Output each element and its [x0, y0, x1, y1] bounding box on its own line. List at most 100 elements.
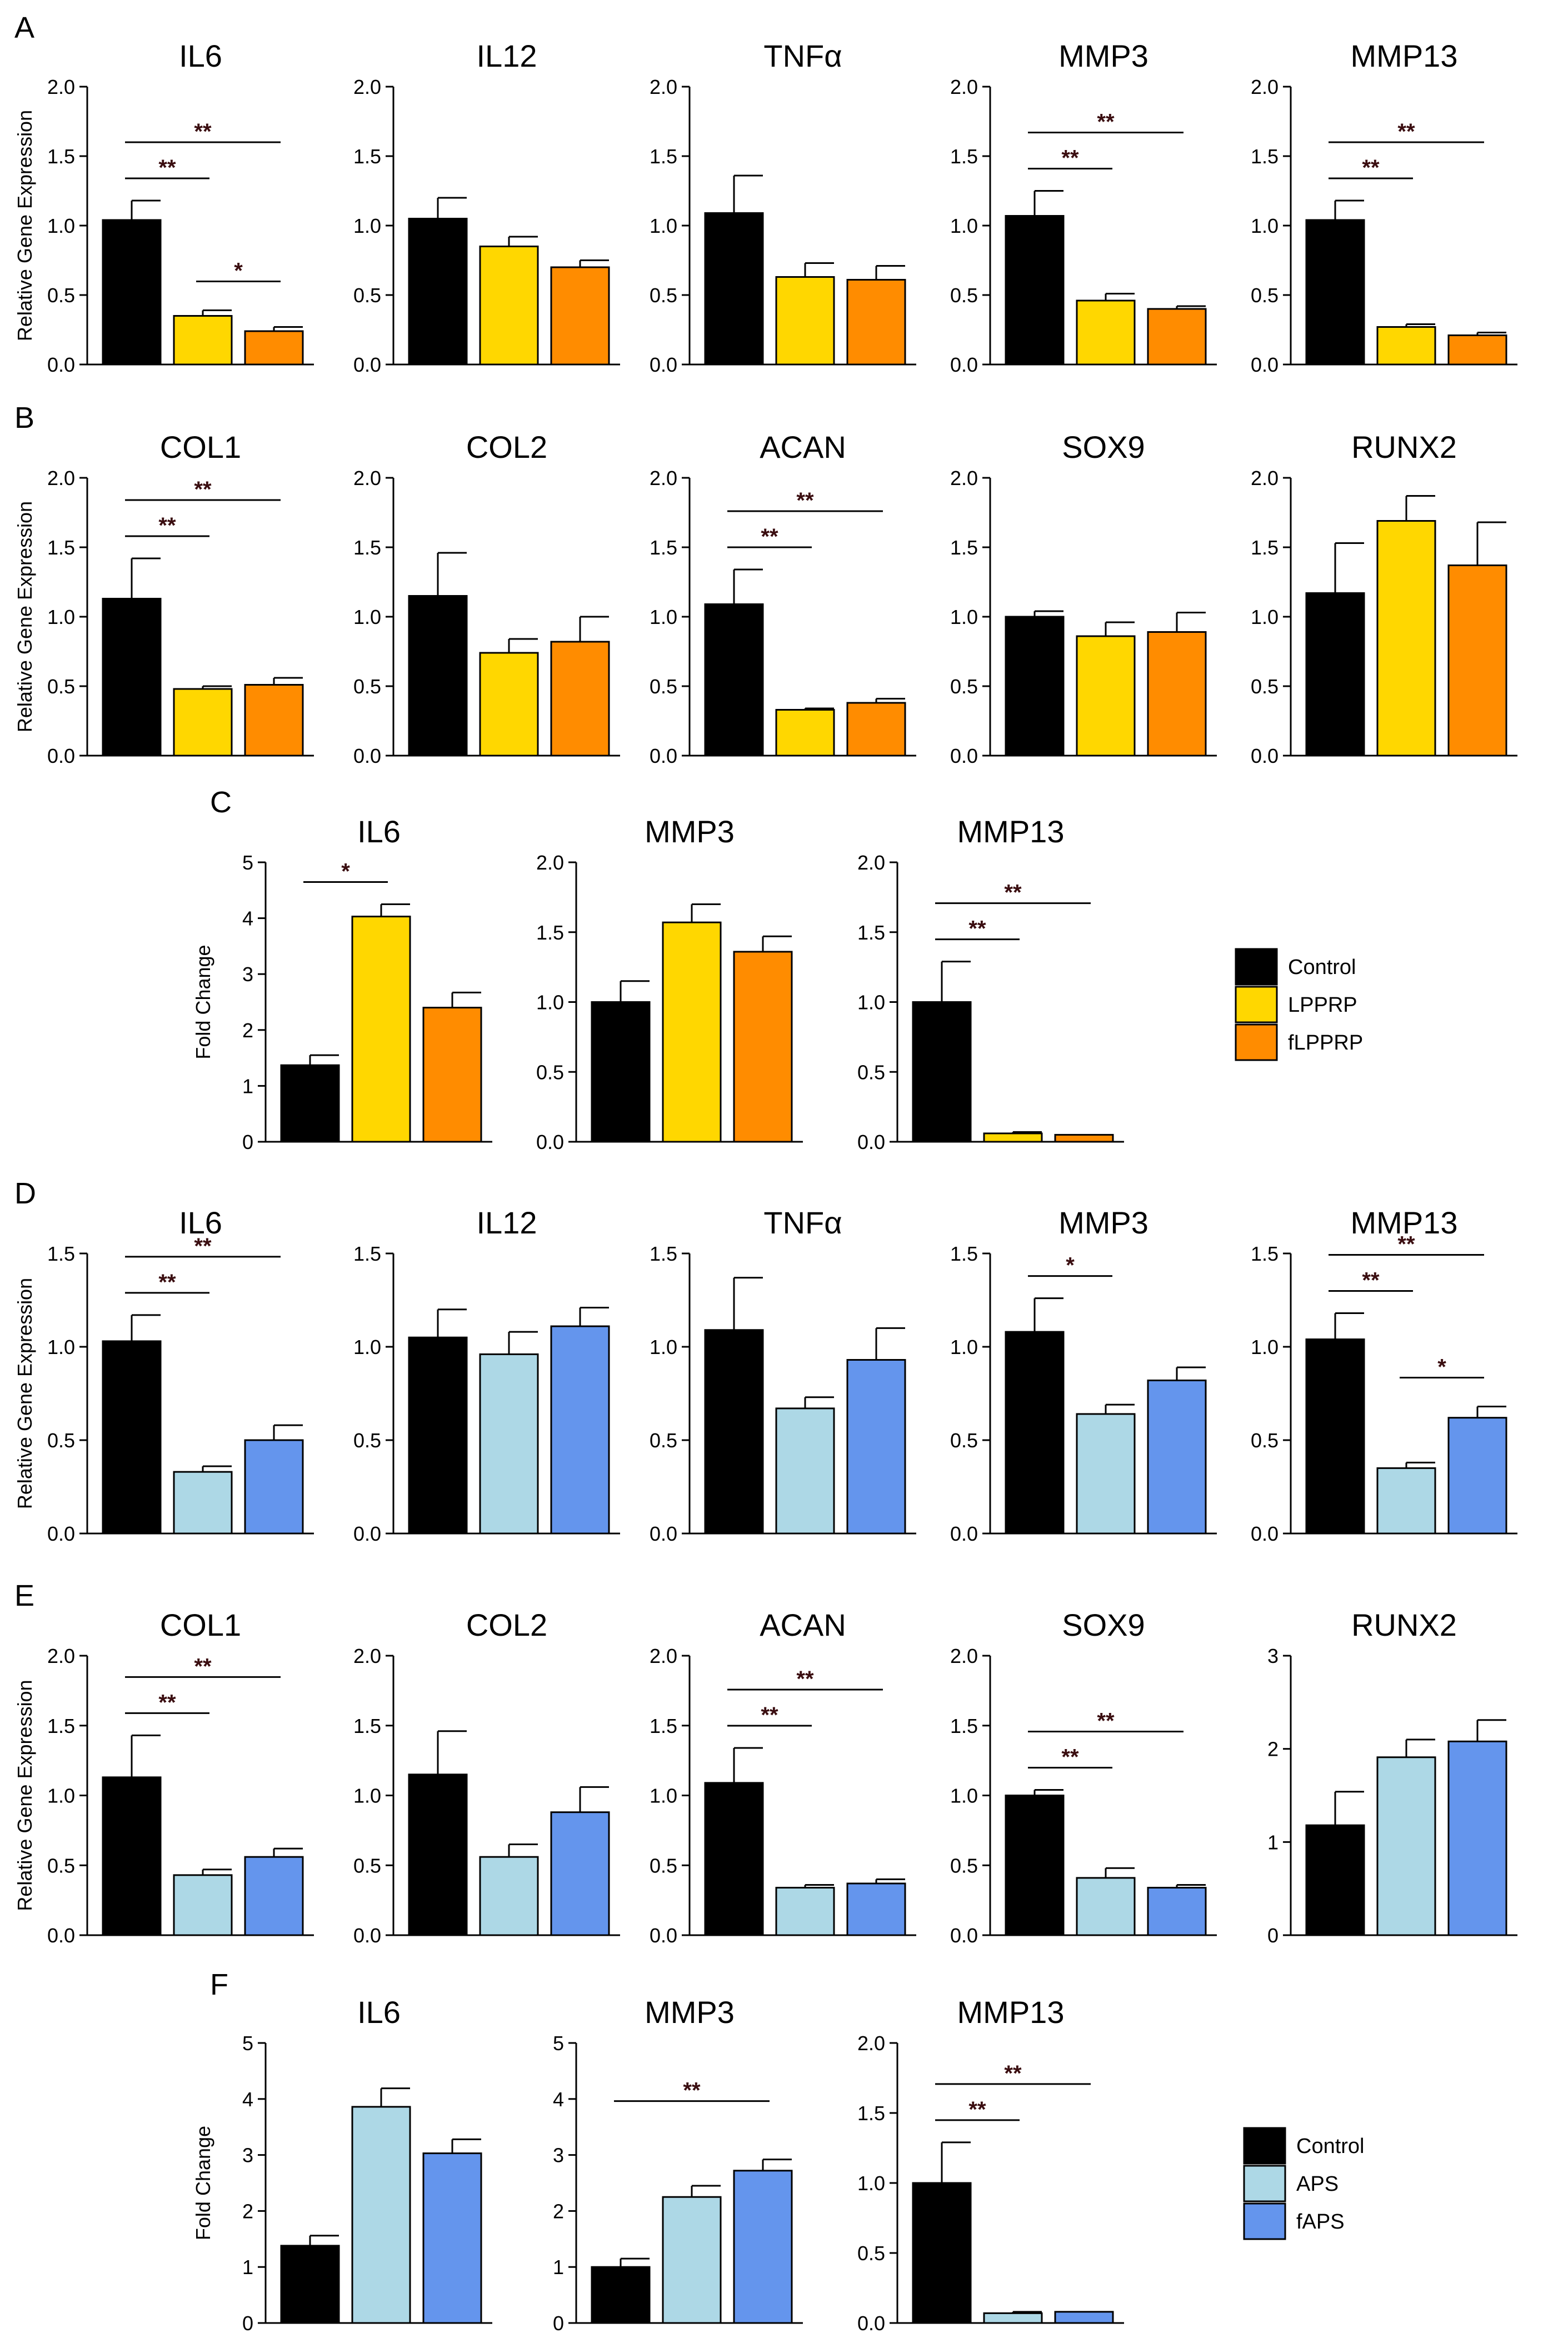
y-tick-label: 1.0	[1251, 214, 1279, 237]
y-tick-label: 0.5	[950, 675, 978, 698]
bar-control	[1005, 1795, 1065, 1936]
legend-label: fAPS	[1296, 2210, 1345, 2234]
y-tick-label: 2	[553, 2200, 564, 2222]
bar-faps	[1447, 1740, 1507, 1936]
chart-d-il12: IL12 0.0 0.5 1.0 1.5	[353, 1205, 620, 1545]
significance-label: **	[158, 1270, 176, 1295]
y-tick-label: 0.5	[950, 284, 978, 307]
y-tick-label: 5	[242, 2032, 253, 2055]
y-tick-label: 1.0	[353, 1785, 381, 1807]
significance-label: **	[968, 917, 986, 941]
y-tick-label: 0.0	[950, 1924, 978, 1947]
bar-control	[704, 212, 764, 366]
y-tick-label: 1.0	[47, 1336, 75, 1358]
bar-flpprp	[550, 641, 610, 757]
y-tick-label: 0.5	[47, 675, 75, 698]
y-tick-label: 1.0	[950, 214, 978, 237]
significance-label: *	[1066, 1253, 1075, 1278]
y-tick-label: 1.5	[857, 921, 885, 944]
chart-title: IL6	[179, 1205, 222, 1240]
y-tick-label: 2.0	[857, 2032, 885, 2055]
y-tick-label: 1.0	[950, 1785, 978, 1807]
chart-title: ACAN	[760, 1607, 846, 1642]
y-tick-label: 1.0	[47, 1785, 75, 1807]
bar-aps	[1376, 1467, 1436, 1535]
bar-control	[591, 1001, 651, 1143]
chart-title: MMP13	[1351, 38, 1458, 73]
significance-label: **	[1397, 1232, 1415, 1257]
chart-title: COL1	[160, 1607, 241, 1642]
chart-title: TNFα	[763, 38, 842, 73]
bar-aps	[173, 1471, 233, 1535]
bar-aps	[662, 2196, 722, 2324]
y-tick-label: 1.5	[950, 1242, 978, 1265]
y-tick-label: 0.0	[1251, 1522, 1279, 1545]
bar-aps	[775, 1407, 835, 1535]
bar-flpprp	[244, 330, 304, 366]
bar-faps	[244, 1439, 304, 1535]
legend-label: Control	[1288, 956, 1356, 979]
bar-faps	[1447, 1417, 1507, 1535]
legend-swatch-flpprp	[1235, 1023, 1278, 1061]
bar-aps	[173, 1874, 233, 1936]
legend-label: LPPRP	[1288, 993, 1357, 1017]
y-tick-label: 0.5	[47, 1854, 75, 1877]
y-tick-label: 0.5	[353, 675, 381, 698]
y-axis-label: Relative Gene Expression	[13, 110, 36, 341]
y-tick-label: 2.0	[353, 467, 381, 489]
y-tick-label: 0.0	[950, 1522, 978, 1545]
y-tick-label: 1.5	[1251, 536, 1279, 559]
significance-label: **	[968, 2097, 986, 2122]
y-tick-label: 1.0	[536, 991, 564, 1014]
bar-flpprp	[244, 684, 304, 757]
chart-e-sox9: SOX9 0.0 0.5 1.0 1.5 2.0 ** **	[950, 1607, 1217, 1947]
significance-label: **	[1061, 146, 1079, 171]
significance-label: **	[796, 1667, 814, 1691]
bar-control	[1005, 1331, 1065, 1535]
chart-e-acan: ACAN 0.0 0.5 1.0 1.5 2.0 ** **	[650, 1607, 916, 1947]
bar-aps	[775, 1886, 835, 1936]
bar-lpprp	[173, 315, 233, 366]
y-tick-label: 0	[1267, 1924, 1279, 1947]
chart-title: IL12	[477, 38, 537, 73]
bar-control	[1005, 616, 1065, 757]
y-tick-label: 1.5	[650, 1715, 677, 1737]
significance-label: **	[1362, 1268, 1380, 1293]
legend-label: Control	[1296, 2135, 1365, 2158]
bar-control	[408, 1336, 468, 1535]
bar-control	[102, 1776, 162, 1936]
legend-swatch-faps	[1243, 2202, 1286, 2240]
bar-faps	[550, 1325, 610, 1535]
chart-d-il6: IL6 0.0 0.5 1.0 1.5 Relative Gene Expression *…	[13, 1205, 314, 1545]
chart-b-col1: COL1 0.0 0.5 1.0 1.5 2.0 Relative Gene Express…	[13, 429, 314, 767]
panel-letter-a: A	[14, 11, 34, 44]
y-tick-label: 1.5	[47, 1715, 75, 1737]
y-tick-label: 0.0	[650, 353, 677, 376]
y-tick-label: 1.5	[47, 1242, 75, 1265]
y-tick-label: 3	[553, 2144, 564, 2167]
bar-flpprp	[1054, 1133, 1114, 1143]
significance-label: **	[1362, 156, 1380, 180]
y-tick-label: 1.5	[47, 145, 75, 168]
bar-aps	[1076, 1877, 1136, 1936]
panel-letter-f: F	[210, 1968, 228, 2001]
bar-control	[102, 598, 162, 757]
significance-label: *	[1437, 1355, 1446, 1380]
chart-title: TNFα	[763, 1205, 842, 1240]
bar-control	[408, 595, 468, 757]
y-tick-label: 4	[553, 2088, 564, 2111]
chart-title: RUNX2	[1351, 429, 1457, 464]
chart-a-il12: IL12 0.0 0.5 1.0 1.5 2.0	[353, 38, 620, 376]
y-tick-label: 1.5	[650, 536, 677, 559]
chart-e-col1: COL1 0.0 0.5 1.0 1.5 2.0 Relative Gene Express…	[13, 1607, 314, 1947]
y-tick-label: 1.0	[857, 991, 885, 1014]
bar-lpprp	[1376, 326, 1436, 366]
bar-faps	[846, 1359, 906, 1535]
significance-label: **	[761, 1703, 778, 1727]
y-tick-label: 0.0	[950, 353, 978, 376]
y-tick-label: 1.5	[650, 1242, 677, 1265]
y-tick-label: 0.0	[353, 1924, 381, 1947]
chart-title: IL6	[179, 38, 222, 73]
bar-faps	[550, 1811, 610, 1936]
chart-a-tnf: TNFα 0.0 0.5 1.0 1.5 2.0	[650, 38, 916, 376]
